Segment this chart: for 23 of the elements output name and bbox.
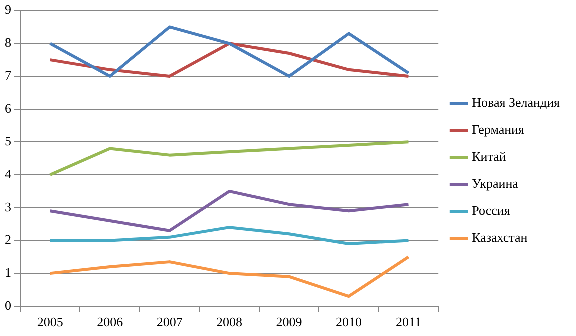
y-tick-label: 9 bbox=[5, 2, 12, 18]
x-tick-label: 2010 bbox=[336, 314, 362, 330]
y-tick-label: 2 bbox=[5, 232, 12, 248]
x-tick-label: 2005 bbox=[37, 314, 64, 330]
y-tick-label: 3 bbox=[5, 199, 12, 214]
legend-label: Россия bbox=[472, 202, 510, 218]
y-tick-label: 6 bbox=[5, 100, 12, 116]
y-tick-label: 4 bbox=[5, 166, 12, 182]
y-tick-label: 0 bbox=[5, 298, 12, 313]
legend-label: Казахстан bbox=[472, 230, 528, 245]
legend-label: Новая Зеландия bbox=[472, 94, 560, 110]
y-tick-label: 5 bbox=[5, 134, 12, 149]
y-tick-label: 8 bbox=[5, 35, 12, 50]
y-tick-label: 7 bbox=[5, 68, 12, 83]
x-tick-label: 2011 bbox=[396, 314, 422, 330]
y-tick-label: 1 bbox=[5, 264, 12, 280]
x-tick-label: 2007 bbox=[156, 314, 184, 330]
legend-label: Украина bbox=[472, 176, 519, 191]
x-tick-label: 2008 bbox=[216, 314, 243, 330]
x-tick-label: 2006 bbox=[97, 314, 124, 330]
legend-label: Германия bbox=[472, 122, 525, 137]
x-tick-label: 2009 bbox=[276, 314, 302, 330]
legend-label: Китай bbox=[472, 148, 506, 164]
